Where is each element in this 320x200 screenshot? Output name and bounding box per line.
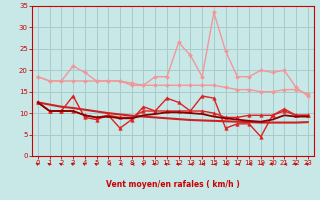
- X-axis label: Vent moyen/en rafales ( km/h ): Vent moyen/en rafales ( km/h ): [106, 180, 240, 189]
